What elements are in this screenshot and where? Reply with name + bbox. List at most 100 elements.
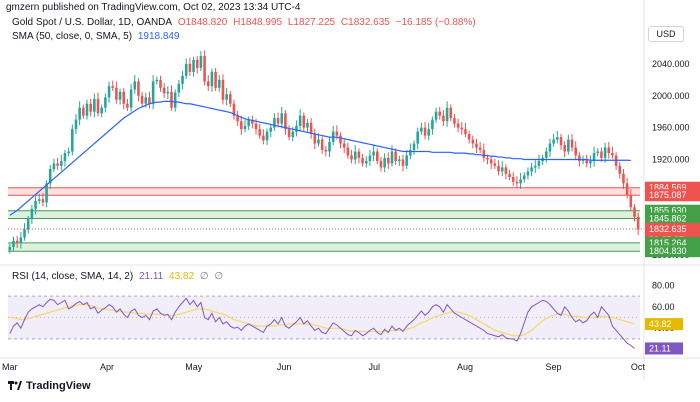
candle-body [280, 113, 284, 124]
candle-body [475, 143, 478, 148]
time-tick-label: Apr [100, 362, 114, 372]
candle-body [100, 107, 103, 114]
candle-body [456, 123, 460, 128]
price-level-label: 1855.630 [649, 206, 687, 216]
candle-body [533, 165, 537, 168]
candle-body [151, 81, 155, 104]
candle-body [511, 176, 515, 182]
candle-body [122, 91, 126, 104]
price-level-tag [645, 212, 700, 225]
candle-body [258, 129, 261, 136]
time-tick-label: Aug [457, 362, 473, 372]
candle-body [317, 139, 320, 144]
sma-value: 1918.849 [137, 31, 180, 42]
price-tick-label: 2000.000 [652, 91, 690, 101]
candle-body [162, 87, 166, 94]
candle-body [578, 155, 581, 162]
candle-body [41, 199, 45, 203]
candle-body [486, 157, 489, 160]
candle-body [118, 91, 122, 100]
price-level-label: 1815.264 [649, 238, 687, 248]
candle-body [251, 119, 254, 124]
candle-body [262, 135, 265, 141]
candle-body [107, 86, 111, 98]
high-value: H1848.995 [233, 17, 283, 28]
candle-body [339, 135, 342, 144]
candle-body [335, 131, 339, 136]
candle-body [445, 107, 449, 122]
candle-body [48, 169, 52, 184]
candle-body [387, 157, 390, 164]
candle-body [295, 126, 298, 132]
candle-body [629, 195, 633, 208]
candle-body [636, 216, 640, 230]
candle-body [442, 115, 445, 122]
candle-body [478, 147, 482, 150]
candle-body [129, 89, 133, 108]
footer: TradingView [8, 380, 91, 392]
rsi-value: 21.11 [138, 271, 164, 282]
candle-body [243, 126, 247, 130]
candle-body [379, 161, 383, 168]
candle-body [170, 91, 173, 108]
candle-body [133, 81, 137, 90]
candle-body [67, 151, 70, 154]
rsi-ma-value: 43.82 [169, 271, 195, 282]
candle-body [140, 95, 144, 104]
candle-body [155, 79, 159, 82]
candle-body [184, 63, 188, 76]
rsi-label[interactable]: RSI (14, close, SMA, 14, 2) [12, 271, 134, 282]
candle-body [405, 155, 408, 166]
candle-body [181, 75, 184, 84]
candle-body [625, 183, 629, 196]
candle-body [618, 165, 622, 174]
candle-body [313, 133, 317, 144]
candle-body [394, 151, 397, 162]
currency-selector[interactable]: USD [648, 26, 684, 42]
price-level-label: 1875.087 [649, 190, 687, 200]
candle-body [30, 208, 34, 220]
rsi-extra-2: ∅ [214, 271, 224, 282]
low-value: L1827.225 [287, 17, 336, 28]
price-level-label: 1832.635 [649, 224, 687, 234]
candle-body [276, 118, 280, 124]
candle-body [453, 118, 456, 124]
candle-body [596, 151, 600, 154]
candle-body [508, 173, 511, 177]
candle-body [530, 167, 533, 172]
candle-body [552, 139, 555, 144]
sma-label[interactable]: SMA (50, close, 0, SMA, 5) [12, 31, 133, 42]
symbol-name[interactable]: Gold Spot / U.S. Dollar, 1D, OANDA [12, 17, 173, 28]
candle-body [217, 79, 221, 88]
candle-body [8, 247, 12, 251]
price-level-tag [645, 245, 700, 258]
candle-body [159, 79, 162, 88]
candle-body [137, 81, 140, 96]
candle-body [328, 141, 331, 152]
time-tick-label: Mar [2, 362, 18, 372]
candle-body [320, 139, 324, 150]
candle-body [607, 147, 611, 154]
candle-body [563, 145, 566, 152]
price-tick-label: 2040.000 [652, 59, 690, 69]
rsi-tick-label: 80.00 [652, 280, 675, 290]
candle-body [206, 81, 210, 87]
candle-body [37, 199, 41, 201]
rsi-info-line: RSI (14, close, SMA, 14, 2) 21.11 43.82 … [12, 271, 226, 282]
candle-body [126, 103, 129, 108]
candle-body [324, 149, 328, 152]
candle-body [269, 127, 273, 132]
candle-body [210, 71, 214, 87]
candle-body [240, 121, 243, 130]
price-level-tag [645, 189, 700, 202]
tradingview-logo-icon [8, 381, 22, 390]
change-value: −16.185 (−0.88%) [395, 17, 476, 28]
candle-body [195, 59, 199, 68]
candle-body [89, 103, 92, 112]
candle-body [287, 129, 291, 138]
candle-body [74, 119, 78, 130]
tradingview-brand[interactable]: TradingView [26, 380, 91, 392]
candle-body [427, 129, 431, 136]
price-level-label: 1845.862 [649, 214, 687, 224]
